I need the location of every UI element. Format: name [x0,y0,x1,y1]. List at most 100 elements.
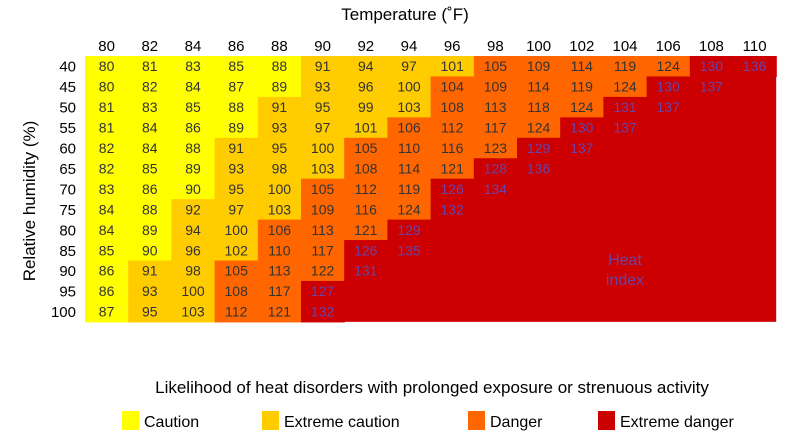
heatmap-cell [344,96,388,118]
heatmap-cell [128,76,172,98]
heatmap-cell [387,240,432,262]
x-tick-label: 94 [401,38,418,55]
cell-value-label: 135 [397,242,421,258]
cell-value-label: 121 [268,304,292,320]
heatmap-cell [387,158,432,180]
heatmap-cell [344,56,388,78]
heatmap-cell [214,117,259,139]
cell-value-label: 118 [527,99,550,115]
cell-value-label: 95 [315,99,331,115]
heatmap-cell [387,178,432,200]
cell-value-label: 82 [142,79,158,95]
cell-value-label: 100 [181,283,205,299]
cell-value-label: 84 [142,140,158,156]
heatmap-cell [257,117,302,139]
cell-value-label: 88 [272,58,288,74]
heatmap-cell [517,137,561,159]
heatmap-cell [171,301,216,323]
heatmap-cell [171,56,216,78]
cell-value-label: 89 [272,79,288,95]
y-tick-label: 75 [59,202,76,219]
cell-value-label: 122 [311,263,335,279]
cell-value-label: 88 [228,99,244,115]
heatmap-cell [257,260,302,282]
cell-value-label: 114 [571,58,594,74]
heatmap-cell [85,260,129,282]
heatmap-cell [171,240,216,262]
cell-value-label: 91 [315,58,331,74]
cell-value-label: 117 [268,283,291,299]
x-tick-label: 96 [444,38,461,55]
cell-value-label: 100 [397,79,421,95]
cell-value-label: 89 [185,160,201,176]
heatmap-cell [128,178,172,200]
cell-value-label: 124 [613,79,637,95]
legend-label: Danger [490,414,543,431]
cell-value-label: 86 [185,120,201,136]
legend-title: Likelihood of heat disorders with prolon… [155,378,709,397]
heatmap-cell [214,301,259,323]
cell-value-label: 80 [99,58,115,74]
y-tick-label: 70 [59,181,76,198]
legend-swatch [598,411,615,430]
x-tick-label: 100 [526,38,551,55]
cell-value-label: 94 [358,58,374,74]
cell-value-label: 103 [181,304,205,320]
heatmap-cell [257,137,302,159]
cell-value-label: 112 [355,181,378,197]
cell-value-label: 129 [397,222,421,238]
heatmap-cell [301,56,345,78]
cell-value-label: 132 [441,201,465,217]
cell-value-label: 124 [527,120,551,136]
heatmap-cell [473,56,518,78]
heatmap-cell [560,76,604,98]
cell-value-label: 106 [397,120,421,136]
cell-value-label: 100 [225,222,249,238]
cell-value-label: 137 [700,79,724,95]
cell-value-label: 82 [99,140,115,156]
x-tick-label: 80 [98,38,115,55]
cell-value-label: 130 [570,120,594,136]
cell-value-label: 124 [397,201,421,217]
heatmap-cell [603,76,648,98]
cell-value-label: 108 [225,283,249,299]
heatmap-cell [517,158,561,180]
heatmap-cell [517,117,561,139]
x-tick-label: 98 [487,38,504,55]
cell-value-label: 96 [358,79,374,95]
x-tick-label: 86 [228,38,245,55]
heatmap-cell [646,56,691,78]
heatmap-cell [214,178,259,200]
cell-value-label: 134 [484,181,508,197]
x-tick-labels: 80 82 84 86 88 90 92 94 96 98 100 102 104 106 108 110 [98,38,766,55]
heatmap-cell [214,260,259,282]
heatmap-cell [430,117,475,139]
cell-value-label: 130 [700,58,724,74]
heatmap-cell [171,199,216,221]
heatmap-cell [85,199,129,221]
cell-value-label: 85 [228,58,244,74]
cell-value-label: 132 [311,304,335,320]
x-tick-label: 82 [141,38,158,55]
heatmap-cell [85,56,129,78]
cell-value-label: 95 [142,304,158,320]
cell-value-label: 96 [185,242,201,258]
heatmap-cell [430,178,475,200]
x-tick-label: 102 [569,38,594,55]
cell-value-label: 86 [142,181,158,197]
cell-value-label: 84 [99,201,115,217]
cell-value-label: 83 [99,181,115,197]
heatmap-cell [344,199,388,221]
cell-value-label: 112 [225,304,248,320]
cell-value-label: 89 [142,222,158,238]
cell-value-label: 114 [398,160,421,176]
legend-label: Caution [144,414,199,431]
heatmap-cell [560,117,604,139]
cell-value-label: 88 [142,201,158,217]
cell-value-label: 136 [527,160,551,176]
cell-value-label: 88 [185,140,201,156]
heatmap-cell [560,96,604,118]
cell-value-label: 117 [484,120,507,136]
heatmap-cell [214,137,259,159]
legend-swatch [468,411,485,430]
